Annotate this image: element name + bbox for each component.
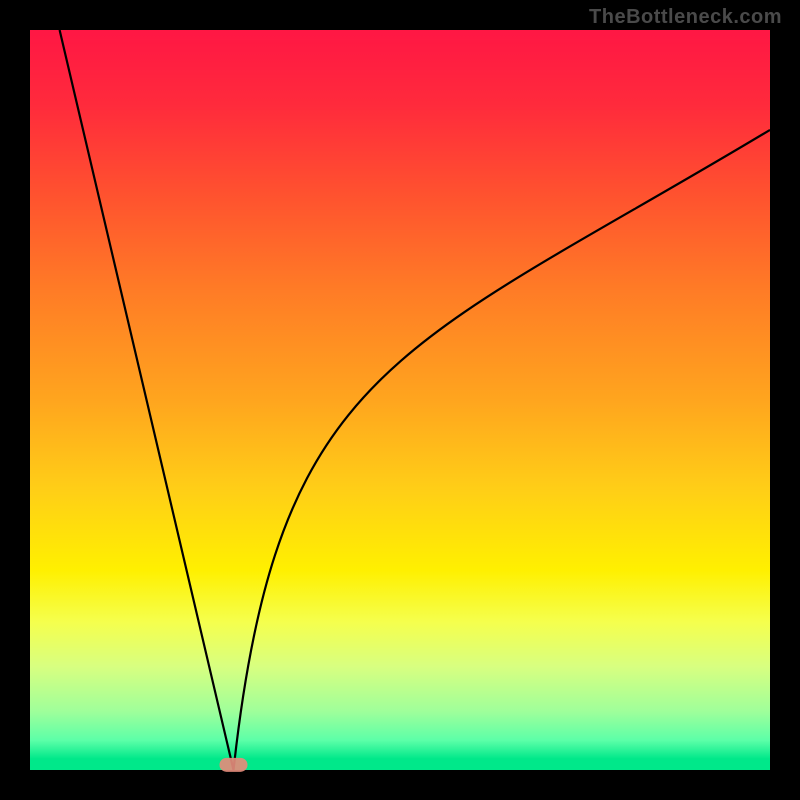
bottleneck-chart bbox=[0, 0, 800, 800]
chart-container: { "watermark": { "text": "TheBottleneck.… bbox=[0, 0, 800, 800]
plot-area bbox=[30, 30, 770, 770]
watermark-text: TheBottleneck.com bbox=[589, 6, 782, 29]
minimum-marker bbox=[220, 758, 248, 772]
